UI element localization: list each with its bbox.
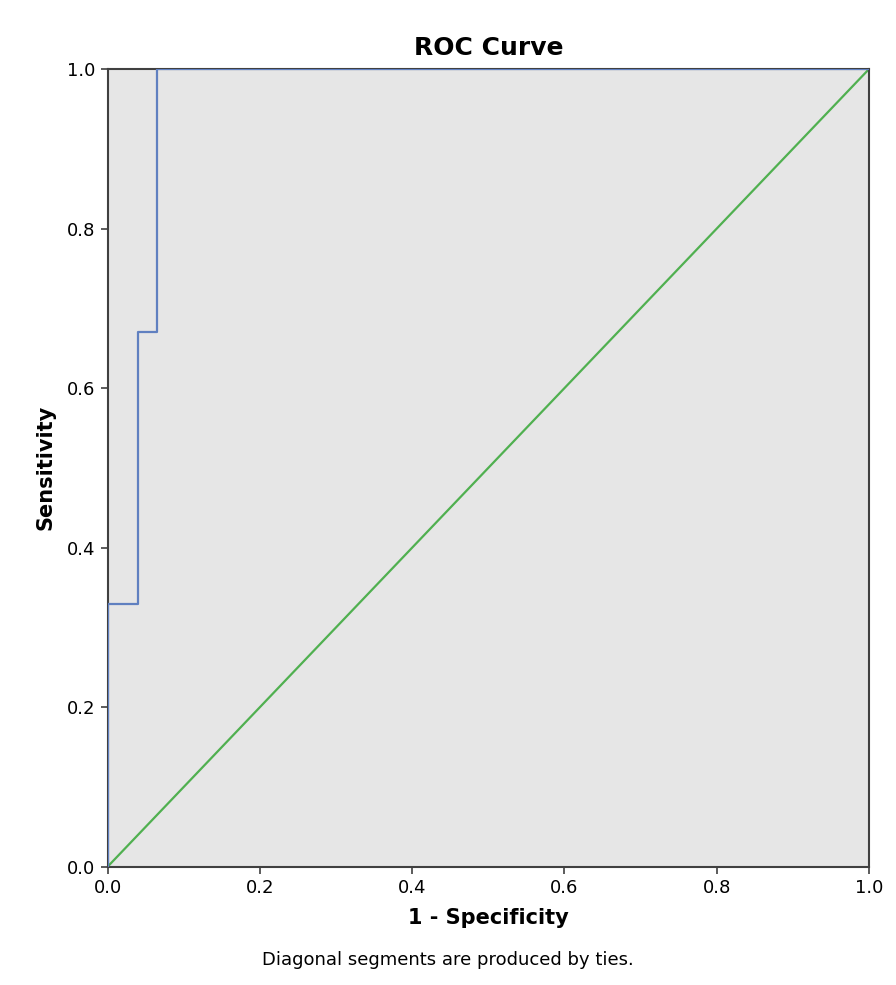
Y-axis label: Sensitivity: Sensitivity xyxy=(36,405,56,531)
Title: ROC Curve: ROC Curve xyxy=(414,36,563,60)
Text: Diagonal segments are produced by ties.: Diagonal segments are produced by ties. xyxy=(263,952,633,969)
X-axis label: 1 - Specificity: 1 - Specificity xyxy=(408,908,569,929)
